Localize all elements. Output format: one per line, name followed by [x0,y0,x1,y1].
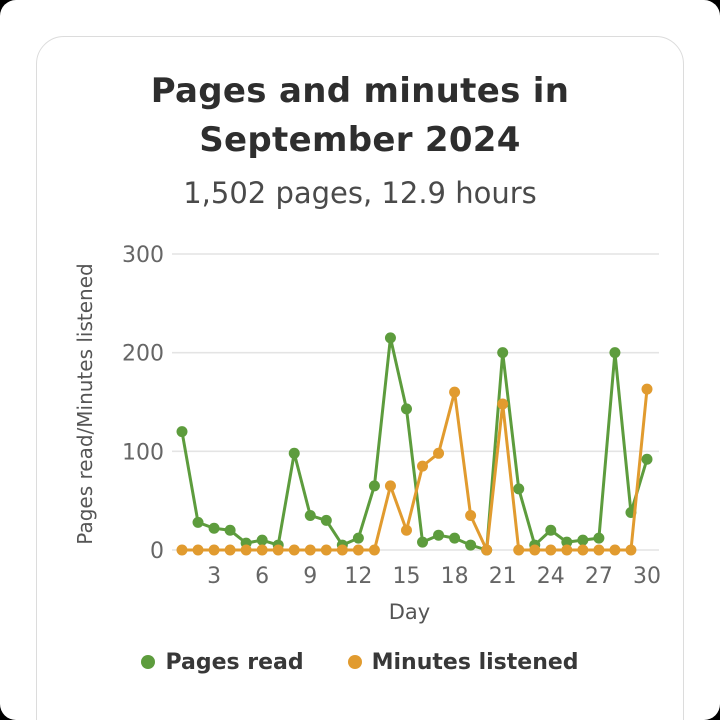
series-point [545,524,557,536]
series-point [449,532,461,544]
series-point [240,544,252,556]
series-point [176,425,188,437]
series-point [368,544,380,556]
x-tick-18: 18 [441,564,469,589]
series-point [513,482,525,494]
series-point [449,386,461,398]
x-tick-12: 12 [344,564,372,589]
series-point [224,544,236,556]
series-point [609,346,621,358]
x-tick-24: 24 [537,564,565,589]
series-point [593,532,605,544]
series-point [224,524,236,536]
chart-svg: 0 100 200 300 3 6 9 12 15 18 21 24 27 30 [122,243,661,589]
legend-item-minutes-listened: Minutes listened [340,649,579,675]
legend-item-pages-read: Pages read [134,649,304,675]
series-point [641,383,653,395]
series-point [192,544,204,556]
x-tick-6: 6 [255,564,269,589]
series-point [192,516,204,528]
series-point [336,544,348,556]
series-point [625,544,637,556]
series-point [513,544,525,556]
x-tick-27: 27 [585,564,613,589]
series-point [497,346,509,358]
chart-title: Pages and minutes in September 2024 [150,71,570,161]
minutes-listened-dot-icon [340,655,369,670]
series-point [433,529,445,541]
series-point [176,544,188,556]
chart-legend: Pages read Minutes listened [37,650,683,675]
series-point [256,544,268,556]
series-point [593,544,605,556]
series-point [433,447,445,459]
series-point [609,544,621,556]
series-point [481,544,493,556]
series-point [208,522,220,534]
pages-read-dot-icon [134,655,163,670]
series-point [384,331,396,343]
x-axis-label: Day [388,599,431,624]
series-point [400,403,412,415]
chart-subtitle: 1,502 pages, 12.9 hours [183,175,537,210]
x-tick-30: 30 [633,564,661,589]
series-point [465,509,477,521]
x-tick-9: 9 [303,564,317,589]
series-point [288,544,300,556]
series-point [352,532,364,544]
series-line-0 [180,335,649,552]
x-tick-15: 15 [392,564,420,589]
series-point [545,544,557,556]
series-point [465,539,477,551]
series-point [272,544,284,556]
series-point [304,544,316,556]
series-point [320,514,332,526]
x-tick-21: 21 [489,564,517,589]
y-tick-300: 300 [122,243,164,268]
series-point [529,544,541,556]
y-tick-200: 200 [122,341,164,366]
series-point [577,544,589,556]
series-point [256,534,268,546]
series-point [561,544,573,556]
stats-card: Pages and minutes in September 2024 1,50… [36,36,684,720]
series-point [320,544,332,556]
series-point [417,460,429,472]
series-point [400,524,412,536]
series-point [384,479,396,491]
series-point [288,447,300,459]
series-point [304,509,316,521]
y-tick-0: 0 [150,539,164,564]
series-point [352,544,364,556]
series-point [577,534,589,546]
chart-area: Pages read/Minutes listened 0 100 200 300 3 6… [37,232,683,632]
x-tick-3: 3 [207,564,221,589]
legend-label-minutes-listened: Minutes listened [371,649,579,675]
series-point [641,453,653,465]
series-point [368,479,380,491]
series-point [561,536,573,548]
y-tick-100: 100 [122,440,164,465]
series-point [417,536,429,548]
series-point [208,544,220,556]
legend-label-pages-read: Pages read [165,649,304,675]
series-point [497,398,509,410]
